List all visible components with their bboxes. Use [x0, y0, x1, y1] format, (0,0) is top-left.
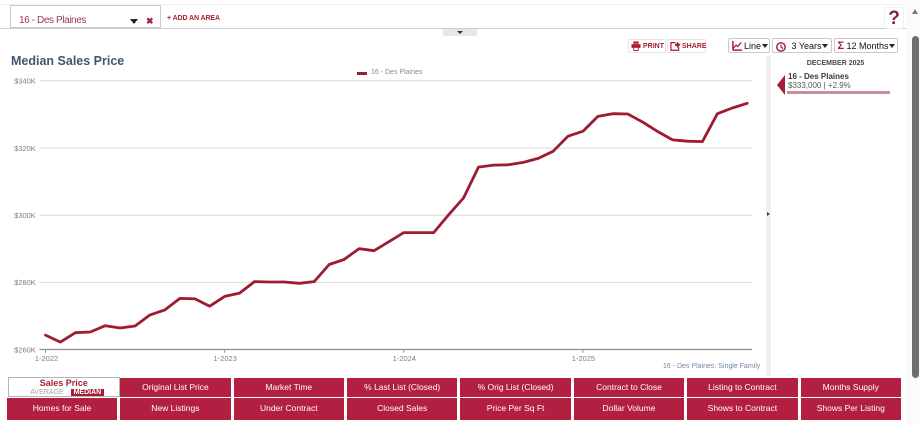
svg-text:$260K: $260K [14, 345, 36, 354]
svg-text:$300K: $300K [14, 211, 36, 220]
svg-text:1-2022: 1-2022 [35, 354, 58, 363]
svg-text:1-2025: 1-2025 [572, 354, 595, 363]
svg-text:$280K: $280K [14, 278, 36, 287]
svg-text:$340K: $340K [14, 77, 36, 86]
svg-text:1-2023: 1-2023 [214, 354, 237, 363]
svg-text:$320K: $320K [14, 144, 36, 153]
svg-text:1-2024: 1-2024 [393, 354, 416, 363]
